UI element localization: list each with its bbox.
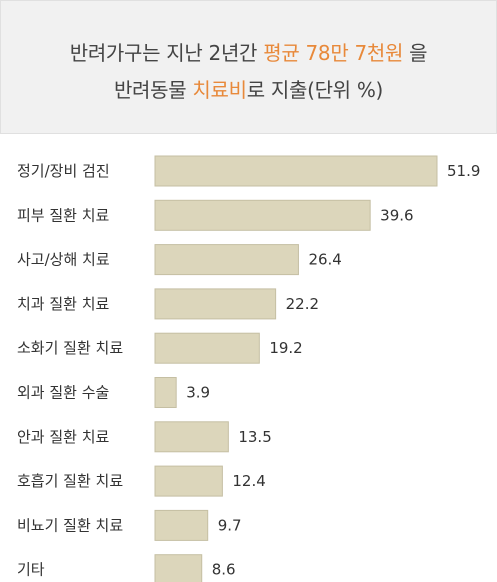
bar	[154, 332, 260, 364]
header-line-2-highlight: 치료비	[192, 78, 247, 102]
bar	[154, 288, 277, 320]
value-label: 22.2	[286, 295, 319, 313]
header-line-1: 반려가구는 지난 2년간 평균 78만 7천원 을	[1, 37, 496, 66]
category-label: 소화기 질환 치료	[17, 339, 123, 357]
bar	[154, 377, 177, 408]
bar	[154, 155, 438, 187]
category-label: 호흡기 질환 치료	[17, 472, 123, 490]
value-label: 19.2	[269, 339, 302, 357]
bar	[154, 244, 299, 276]
value-label: 13.5	[238, 428, 271, 446]
header-line-2-suffix: 로 지출(단위 %)	[246, 78, 384, 102]
category-label: 외과 질환 수술	[17, 384, 109, 402]
value-label: 51.9	[447, 162, 480, 180]
bar	[154, 465, 223, 497]
header-line-2: 반려동물 치료비로 지출(단위 %)	[1, 74, 496, 103]
header-line-1-prefix: 반려가구는 지난 2년간	[69, 41, 264, 65]
category-label: 피부 질환 치료	[17, 206, 110, 224]
value-label: 9.7	[218, 516, 242, 534]
bar	[154, 199, 371, 231]
value-label: 39.6	[380, 206, 413, 224]
chart-header: 반려가구는 지난 2년간 평균 78만 7천원 을 반려동물 치료비로 지출(단…	[0, 0, 497, 134]
header-line-2-prefix: 반려동물	[113, 78, 193, 102]
category-label: 비뇨기 질환 치료	[17, 516, 123, 534]
value-label: 26.4	[308, 251, 341, 269]
header-line-1-highlight: 평균 78만 7천원	[263, 41, 404, 65]
bar	[154, 554, 203, 582]
category-label: 정기/장비 검진	[17, 162, 110, 180]
category-label: 안과 질환 치료	[17, 428, 110, 446]
header-line-1-suffix: 을	[403, 41, 428, 65]
value-label: 12.4	[232, 472, 265, 490]
value-label: 3.9	[186, 384, 210, 402]
value-label: 8.6	[212, 561, 236, 579]
bar-chart: 정기/장비 검진 51.9 피부 질환 치료 39.6 사고/상해 치료 26.4 치과 질…	[17, 155, 480, 582]
category-label: 사고/상해 치료	[17, 251, 110, 269]
category-label: 기타	[17, 561, 45, 579]
bar	[154, 509, 209, 541]
category-label: 치과 질환 치료	[17, 295, 110, 313]
bar	[154, 421, 229, 453]
